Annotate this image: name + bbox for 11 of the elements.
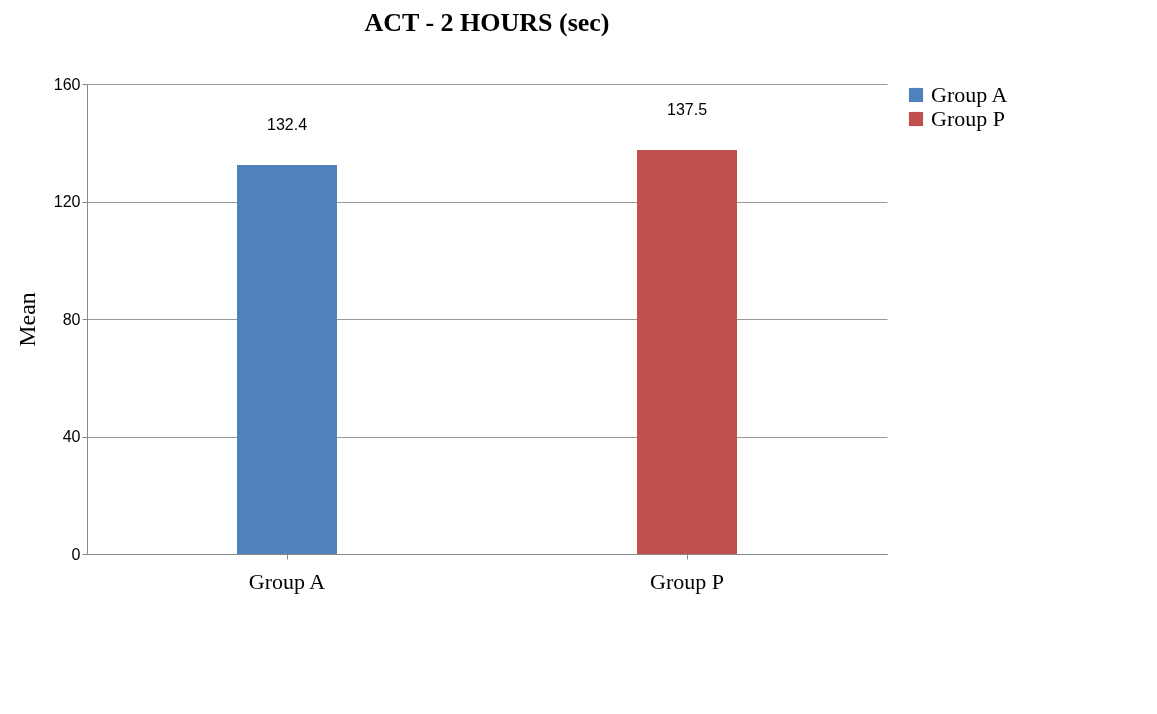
y-tick-label: 0 bbox=[71, 545, 81, 563]
y-tick-label: 40 bbox=[62, 428, 81, 445]
data-label: 137.5 bbox=[666, 101, 708, 119]
data-label: 132.4 bbox=[266, 116, 308, 134]
chart-title: ACT - 2 HOURS (sec) bbox=[364, 8, 610, 37]
y-tick-label: 120 bbox=[53, 193, 81, 210]
y-tick-label: 160 bbox=[53, 75, 81, 93]
y-tick-label: 80 bbox=[62, 310, 81, 328]
legend-label: Group P bbox=[931, 106, 1005, 131]
y-axis-title: Mean bbox=[13, 292, 40, 347]
legend-label: Group A bbox=[931, 82, 1008, 107]
